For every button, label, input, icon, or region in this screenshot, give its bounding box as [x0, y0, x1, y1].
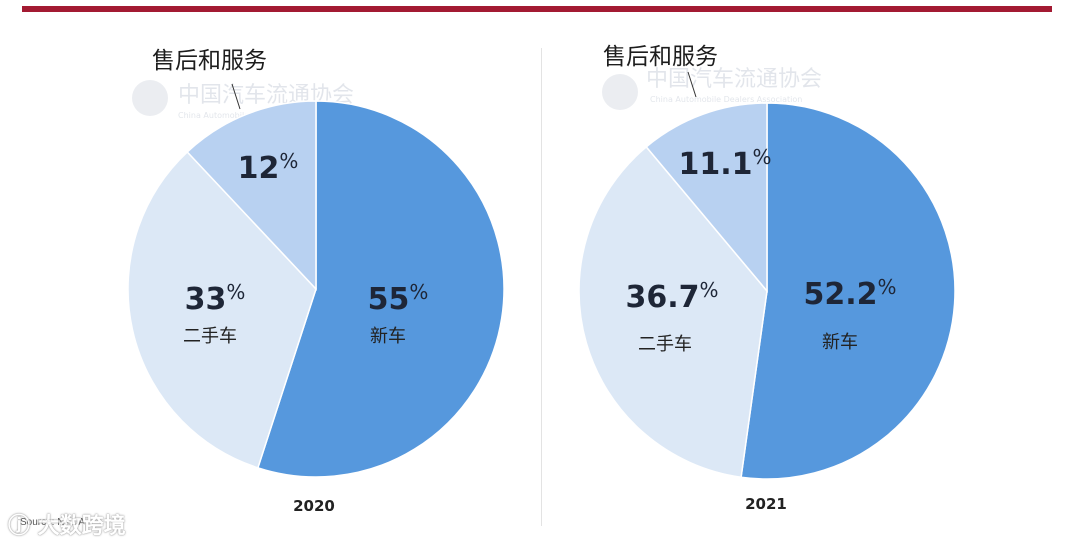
slice-value-new-car: 52.2%	[803, 275, 896, 312]
slice-value-after-sales: 12%	[238, 149, 299, 186]
watermark-text: 中国汽车流通协会	[705, 279, 881, 304]
watermark-text-en: China Automobile Dealers Association	[650, 95, 802, 104]
callout-leader-line	[231, 83, 241, 110]
watermark-text: 中国汽车流通协会	[646, 67, 822, 92]
slice-value-used-car: 33%	[185, 280, 246, 317]
chart-title-2020: 2020	[293, 497, 335, 515]
slice-used-car	[127, 150, 317, 469]
top-accent-rule-bar	[22, 6, 1052, 12]
slice-label-new-car: 新车	[370, 326, 406, 347]
slice-label-used-car: 二手车	[183, 326, 237, 347]
slice-value-after-sales: 11.1%	[678, 145, 771, 182]
watermark-logo-icon	[602, 74, 638, 110]
watermark-logo-icon	[132, 80, 168, 116]
slice-used-car	[578, 145, 768, 479]
slice-label-after-sales: 售后和服务	[152, 48, 267, 74]
slice-label-new-car: 新车	[822, 332, 858, 353]
source-note: Source: NADA	[20, 517, 86, 528]
pie-chart-2020: 中国汽车流通协会 China Automobile Dealers Associ…	[127, 48, 505, 515]
slice-label-after-sales: 售后和服务	[603, 44, 718, 70]
watermark-group: 中国汽车流通协会 China Automobile Dealers Associ…	[602, 67, 881, 304]
chart-divider	[541, 48, 542, 526]
pie-slices	[578, 102, 956, 480]
slice-label-used-car: 二手车	[638, 334, 692, 355]
top-accent-rule	[22, 6, 1052, 12]
brand-watermark: ⓙ 大数跨境	[8, 514, 126, 539]
chart-title-2021: 2021	[745, 495, 787, 513]
slice-after-sales	[186, 100, 317, 291]
callout-leader-line	[687, 71, 697, 98]
slice-value-used-car: 36.7%	[625, 278, 718, 315]
slice-new-car	[256, 100, 505, 478]
pie-slices	[127, 100, 505, 478]
slice-after-sales	[645, 102, 768, 294]
slice-new-car	[740, 102, 956, 480]
slice-value-new-car: 55%	[368, 280, 429, 317]
